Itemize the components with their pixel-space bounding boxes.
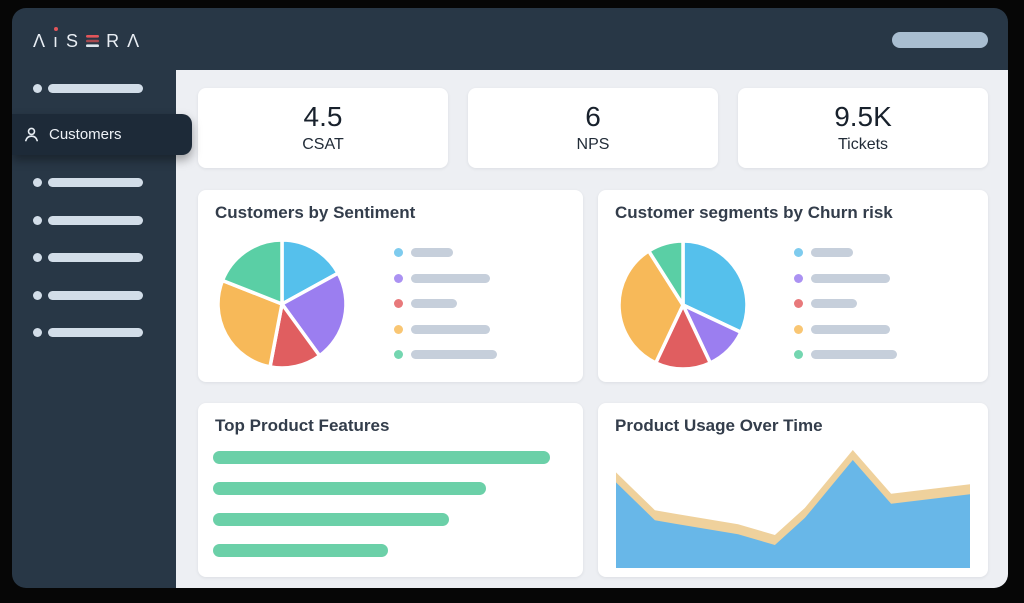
legend-dot-icon [394, 324, 403, 334]
legend-dot-icon [794, 324, 803, 334]
placeholder-label-bar [48, 215, 143, 225]
legend-row-1 [794, 273, 897, 283]
sidebar-item-customers[interactable]: Customers [12, 114, 192, 155]
kpi-card-csat: 4.5 CSAT [198, 88, 448, 168]
legend-row-4 [794, 350, 897, 359]
legend-row-4 [394, 350, 497, 359]
kpi-label: Tickets [837, 136, 889, 153]
legend-label-placeholder [411, 324, 490, 334]
card-title: Product Usage Over Time [615, 416, 823, 435]
legend-row-2 [394, 299, 497, 308]
person-icon [25, 127, 38, 142]
churn-legend [794, 248, 897, 376]
kpi-label: NPS [576, 136, 610, 153]
sentiment-legend [394, 248, 497, 376]
legend-dot-icon [794, 248, 803, 257]
legend-label-placeholder [811, 350, 897, 359]
churn-pie-chart [617, 239, 749, 371]
legend-row-3 [394, 324, 497, 334]
feature-bar-0 [213, 451, 550, 464]
card-churn-risk: Customer segments by Churn risk [598, 190, 988, 382]
feature-bar-1 [213, 482, 486, 495]
placeholder-dot-icon [33, 253, 42, 262]
usage-area-fill [616, 460, 970, 568]
logo-letter-a: Λ [127, 31, 141, 51]
pie-slice-orange-segment [617, 249, 685, 365]
pie-slice-green-segment [646, 239, 685, 307]
legend-label-placeholder [811, 299, 857, 308]
legend-row-0 [794, 248, 897, 257]
main-content: 4.5 CSAT 6 NPS 9.5K Tickets Customers by… [176, 70, 1008, 588]
kpi-card-nps: 6 NPS [468, 88, 718, 168]
legend-row-1 [394, 273, 497, 283]
pie-slice-orange-segment [216, 278, 284, 369]
sentiment-pie-chart [216, 238, 348, 370]
pie-slice-purple-segment [280, 271, 348, 358]
kpi-label: CSAT [302, 136, 344, 153]
sidebar-item-label: Customers [49, 126, 122, 143]
legend-label-placeholder [411, 248, 453, 257]
legend-label-placeholder [811, 324, 890, 334]
placeholder-dot-icon [33, 328, 42, 337]
kpi-value: 4.5 [303, 101, 343, 132]
card-product-usage: Product Usage Over Time [598, 403, 988, 577]
card-title: Top Product Features [215, 416, 390, 435]
legend-dot-icon [794, 299, 803, 308]
legend-label-placeholder [411, 273, 490, 283]
legend-row-2 [794, 299, 897, 308]
legend-dot-icon [794, 273, 803, 283]
pie-slice-green-segment [220, 238, 284, 306]
legend-label-placeholder [811, 248, 853, 257]
legend-row-3 [794, 324, 897, 334]
legend-dot-icon [794, 350, 803, 359]
card-title: Customers by Sentiment [215, 203, 416, 222]
logo-letter-s: S [66, 31, 80, 51]
legend-dot-icon [394, 273, 403, 283]
placeholder-label-bar [48, 328, 143, 337]
logo-red-dot [54, 27, 59, 31]
logo-letter-a: Λ [33, 31, 47, 51]
legend-label-placeholder [811, 273, 890, 283]
card-title: Customer segments by Churn risk [615, 203, 893, 222]
placeholder-dot-icon [33, 290, 42, 300]
placeholder-label-bar [48, 84, 143, 93]
kpi-value: 9.5K [834, 101, 892, 132]
legend-dot-icon [394, 248, 403, 257]
legend-label-placeholder [411, 299, 457, 308]
placeholder-dot-icon [33, 215, 42, 225]
kpi-value: 6 [585, 101, 601, 132]
placeholder-label-bar [48, 178, 143, 187]
logo-letter-r: R [106, 31, 121, 51]
legend-dot-icon [394, 299, 403, 308]
placeholder-label-bar [48, 290, 143, 300]
placeholder-dot-icon [33, 84, 42, 93]
usage-area-chart [616, 450, 970, 568]
legend-dot-icon [394, 350, 403, 359]
feature-bar-2 [213, 513, 449, 526]
kpi-card-tickets: 9.5K Tickets [738, 88, 988, 168]
placeholder-dot-icon [33, 178, 42, 187]
feature-bar-3 [213, 544, 389, 557]
features-bar-chart [213, 451, 568, 575]
card-customers-by-sentiment: Customers by Sentiment [198, 190, 583, 382]
pie-slice-blue-segment [681, 239, 749, 334]
topbar-action-placeholder[interactable] [892, 32, 988, 48]
logo-letter-e [86, 35, 100, 47]
logo-letter-i: ı [53, 27, 59, 50]
legend-row-0 [394, 248, 497, 257]
legend-label-placeholder [411, 350, 497, 359]
card-top-product-features: Top Product Features [198, 403, 583, 577]
placeholder-label-bar [48, 253, 143, 262]
pie-slice-blue-segment [280, 238, 340, 306]
